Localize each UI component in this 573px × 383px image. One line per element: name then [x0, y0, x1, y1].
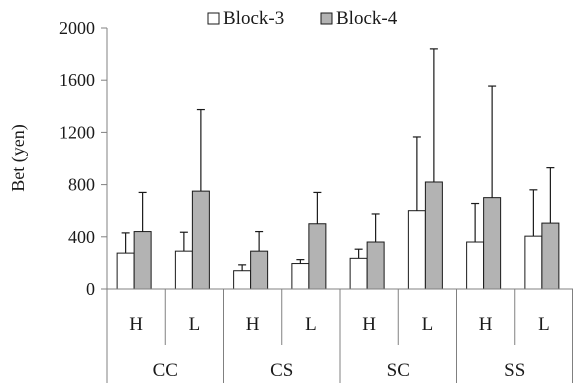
- bar-block-4: [424, 181, 443, 290]
- x-tick-label: H: [246, 314, 260, 335]
- x-tick-label: L: [189, 314, 201, 335]
- bar-block-4: [191, 190, 210, 290]
- bar-block-4: [250, 250, 269, 290]
- legend-swatch: [207, 12, 220, 25]
- legend-label: Block-4: [336, 8, 398, 29]
- x-tick-label: H: [362, 314, 376, 335]
- x-tick-label: H: [129, 314, 143, 335]
- y-tick-label: 1200: [59, 122, 95, 142]
- bar-block-3: [524, 235, 543, 290]
- y-tick-label: 2000: [59, 18, 95, 38]
- group-label: SS: [504, 360, 525, 381]
- y-tick-label: 400: [68, 227, 95, 247]
- bar-block-4: [541, 222, 560, 290]
- legend: Block-3 Block-4: [207, 8, 398, 29]
- x-tick-label: L: [538, 314, 550, 335]
- bar-block-3: [116, 252, 135, 290]
- bar-block-4: [308, 223, 327, 290]
- group-label: CS: [270, 360, 293, 381]
- y-tick-label: 0: [86, 279, 95, 299]
- x-tick-label: H: [479, 314, 493, 335]
- x-tick-label: L: [305, 314, 317, 335]
- bars: [116, 48, 560, 290]
- y-tick-label: 800: [68, 175, 95, 195]
- y-axis: 0 400 800 1200 1600 2000: [59, 18, 108, 383]
- bar-block-3: [174, 250, 193, 290]
- bar-block-4: [483, 197, 502, 290]
- bar-block-4: [133, 231, 152, 290]
- bar-block-3: [349, 257, 368, 290]
- y-tick-label: 1600: [59, 70, 95, 90]
- group-label: SC: [387, 360, 410, 381]
- bar-block-3: [291, 263, 310, 290]
- bar-block-3: [466, 241, 485, 290]
- x-tick-label: L: [422, 314, 434, 335]
- y-axis-label: Bet (yen): [8, 124, 29, 191]
- legend-swatch: [320, 12, 333, 25]
- bar-block-3: [233, 270, 252, 290]
- x-axis: H L H L H L H L CC CS SC SS: [107, 288, 573, 383]
- bar-block-4: [366, 241, 385, 290]
- bar-block-3: [407, 210, 426, 290]
- group-label: CC: [153, 360, 178, 381]
- legend-label: Block-3: [223, 8, 284, 29]
